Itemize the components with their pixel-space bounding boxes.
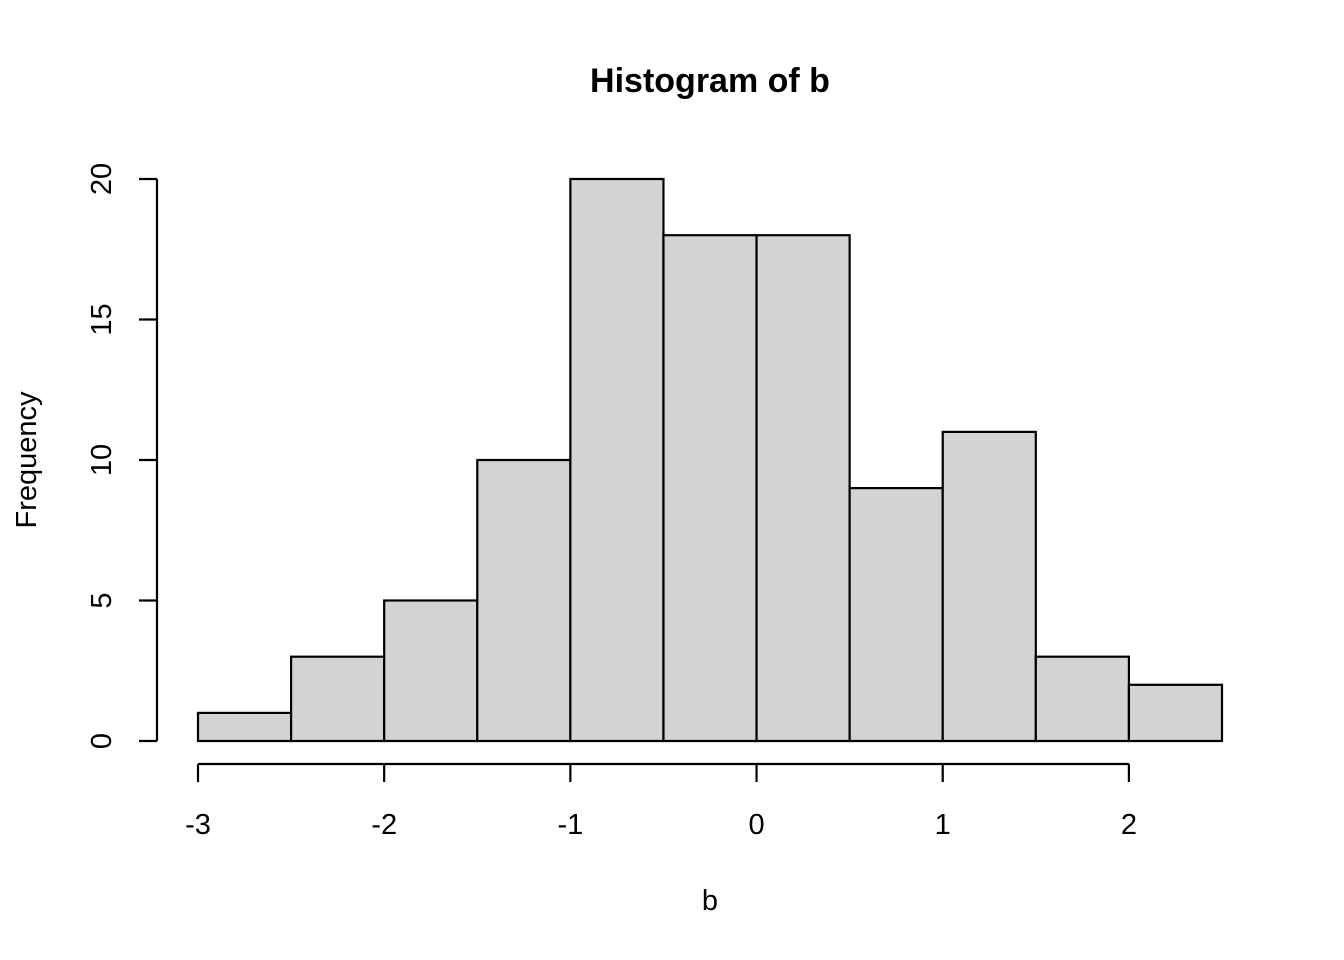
x-tick-label: -3 bbox=[185, 809, 211, 841]
histogram-bar-8 bbox=[941, 430, 1037, 743]
y-tick-label: 15 bbox=[86, 303, 118, 335]
histogram-bar-4 bbox=[569, 177, 665, 743]
y-axis: 0 5 10 15 20 bbox=[86, 163, 159, 749]
x-tick-label: -1 bbox=[557, 809, 583, 841]
histogram-bar-6 bbox=[755, 234, 851, 743]
histogram-bar-0 bbox=[196, 711, 293, 743]
x-tick-label: -2 bbox=[371, 809, 397, 841]
x-tick-label: 0 bbox=[748, 809, 764, 841]
histogram-bar-3 bbox=[476, 458, 572, 743]
x-tick-label: 2 bbox=[1121, 809, 1137, 841]
y-tick-label: 5 bbox=[86, 592, 118, 608]
histogram-bar-9 bbox=[1034, 655, 1131, 743]
histogram-bar-5 bbox=[662, 234, 758, 743]
y-tick-label: 20 bbox=[86, 163, 118, 195]
bars-group bbox=[196, 177, 1224, 743]
y-tick-label: 0 bbox=[86, 733, 118, 749]
histogram-bar-10 bbox=[1127, 683, 1224, 743]
chart-title: Histogram of b bbox=[590, 62, 830, 100]
x-axis-label: b bbox=[702, 885, 718, 917]
y-tick-label: 10 bbox=[86, 444, 118, 476]
y-axis-label: Frequency bbox=[11, 391, 43, 529]
histogram-bar-2 bbox=[383, 599, 479, 743]
histogram-bar-1 bbox=[289, 655, 386, 743]
x-tick-label: 1 bbox=[935, 809, 951, 841]
histogram-bar-7 bbox=[848, 487, 944, 743]
x-axis: -3 -2 -1 0 1 2 bbox=[185, 762, 1137, 841]
